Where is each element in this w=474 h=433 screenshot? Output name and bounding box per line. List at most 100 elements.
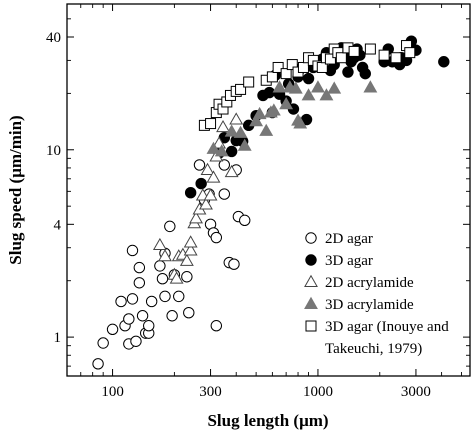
data-point-series-4 xyxy=(249,114,264,127)
legend-marker xyxy=(305,254,317,266)
legend-marker xyxy=(305,232,317,244)
x-tick-label: 300 xyxy=(199,384,222,400)
data-point-series-1 xyxy=(133,277,146,289)
legend-label: 2D acrylamide xyxy=(325,275,414,291)
axis-ticks: 100 300 1000 3000 1 4 10 40 xyxy=(46,3,470,400)
data-point-series-4 xyxy=(288,81,303,94)
data-point-series-1 xyxy=(130,335,142,347)
data-point-series-1 xyxy=(106,323,119,336)
data-point-series-3 xyxy=(152,237,167,251)
data-point-series-1 xyxy=(97,337,109,349)
data-point-series-3 xyxy=(206,170,221,183)
data-point-series-1 xyxy=(239,214,251,227)
data-point-series-4 xyxy=(319,88,334,101)
legend-label: 3D acrylamide xyxy=(325,297,414,313)
data-point-series-2 xyxy=(359,67,371,80)
data-point-series-3 xyxy=(183,235,198,248)
data-point-series-4 xyxy=(224,124,239,137)
legend-label: 3D agar xyxy=(325,253,373,269)
y-tick-label: 1 xyxy=(54,330,62,346)
data-point-series-3 xyxy=(183,243,198,256)
data-point-series-1 xyxy=(126,244,139,257)
data-point-series-5 xyxy=(286,59,298,71)
legend-label: 3D agar (Inouye and xyxy=(325,319,449,335)
data-point-series-2 xyxy=(302,72,315,85)
data-point-series-5 xyxy=(205,118,217,130)
data-point-series-1 xyxy=(92,358,104,370)
data-point-series-1 xyxy=(166,310,178,322)
data-point-series-5 xyxy=(272,61,284,73)
data-point-series-5 xyxy=(364,43,376,55)
data-point-series-5 xyxy=(280,68,292,80)
data-point-series-1 xyxy=(156,273,169,285)
data-point-series-5 xyxy=(235,83,247,95)
data-point-series-3 xyxy=(200,162,215,175)
data-point-series-4 xyxy=(272,80,287,93)
data-point-series-5 xyxy=(404,47,416,59)
data-point-series-4 xyxy=(311,80,325,93)
data-point-series-1 xyxy=(210,320,223,332)
data-point-series-5 xyxy=(243,76,255,88)
data-point-series-2 xyxy=(438,56,450,68)
data-point-series-1 xyxy=(173,290,185,303)
data-point-series-4 xyxy=(237,138,252,151)
data-points xyxy=(92,35,450,370)
legend-marker xyxy=(304,274,318,287)
data-point-series-5 xyxy=(378,49,390,61)
data-point-series-5 xyxy=(348,45,360,57)
data-point-series-5 xyxy=(297,61,309,73)
data-point-series-3 xyxy=(203,188,218,201)
data-point-series-4 xyxy=(206,141,221,154)
data-point-series-1 xyxy=(193,159,206,171)
data-point-series-3 xyxy=(199,197,213,210)
data-point-series-1 xyxy=(183,306,195,319)
data-point-series-1 xyxy=(164,220,176,233)
x-tick-label: 100 xyxy=(101,384,124,400)
data-point-series-2 xyxy=(225,145,238,158)
data-point-series-3 xyxy=(179,253,194,266)
data-point-series-4 xyxy=(214,144,229,157)
data-point-series-1 xyxy=(159,290,171,303)
data-point-series-3 xyxy=(229,112,244,125)
data-point-series-2 xyxy=(263,86,276,99)
x-tick-label: 3000 xyxy=(401,384,431,400)
y-tick-label: 10 xyxy=(46,143,61,159)
data-point-series-4 xyxy=(266,103,281,116)
data-point-series-5 xyxy=(390,52,402,64)
plot-frame xyxy=(66,3,471,377)
data-point-series-1 xyxy=(133,261,146,274)
y-tick-label: 40 xyxy=(46,30,61,46)
data-point-series-1 xyxy=(218,188,231,200)
data-point-series-4 xyxy=(252,106,267,120)
data-point-series-1 xyxy=(136,310,149,322)
data-point-series-1 xyxy=(228,258,240,270)
data-point-series-3 xyxy=(216,119,230,133)
data-point-series-2 xyxy=(184,187,197,199)
data-point-series-1 xyxy=(154,260,166,272)
data-point-series-1 xyxy=(181,271,193,283)
data-point-series-4 xyxy=(363,80,378,93)
data-point-series-1 xyxy=(115,295,127,308)
data-point-series-4 xyxy=(279,97,294,110)
data-point-series-5 xyxy=(266,71,278,83)
data-point-series-4 xyxy=(233,125,248,138)
y-axis-title: Slug speed (μm/min) xyxy=(6,115,25,264)
data-point-series-1 xyxy=(126,293,139,305)
x-axis-title: Slug length (μm) xyxy=(207,411,328,430)
data-point-series-1 xyxy=(210,231,223,244)
legend-marker xyxy=(304,296,318,309)
data-point-series-5 xyxy=(335,52,347,64)
legend-label: 2D agar xyxy=(325,231,373,247)
legend-marker xyxy=(305,320,317,332)
data-point-series-1 xyxy=(145,295,158,308)
data-point-series-4 xyxy=(259,123,274,136)
data-point-series-2 xyxy=(342,66,354,78)
data-point-series-3 xyxy=(189,211,203,224)
x-tick-label: 1000 xyxy=(303,384,333,400)
legend: 2D agar 3D agar 2D acrylamide 3D acrylamide… xyxy=(304,231,449,357)
data-point-series-2 xyxy=(195,177,207,190)
data-point-series-4 xyxy=(327,81,342,94)
y-tick-label: 4 xyxy=(54,217,62,233)
data-point-series-3 xyxy=(158,249,172,262)
data-point-series-1 xyxy=(218,159,231,171)
